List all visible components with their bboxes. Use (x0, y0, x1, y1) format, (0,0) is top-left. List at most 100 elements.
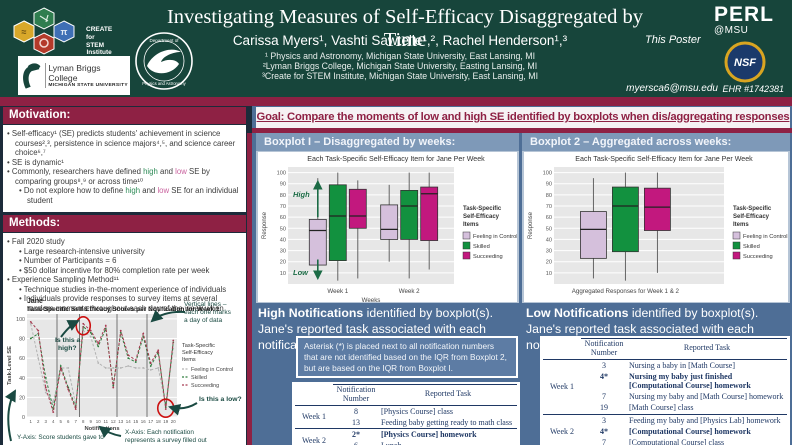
svg-text:Is this a low?: Is this a low? (199, 396, 242, 403)
svg-text:50: 50 (280, 226, 286, 232)
svg-text:Aggregated Responses for Week: Aggregated Responses for Week 1 & 2 (572, 288, 680, 295)
svg-text:19: 19 (163, 419, 168, 424)
svg-text:Feeling in Control: Feeling in Control (191, 367, 233, 373)
svg-text:Task-Specific: Task-Specific (733, 206, 772, 212)
svg-text:Items: Items (733, 222, 749, 228)
svg-text:40: 40 (280, 237, 286, 243)
table-row: 4* [Computational Course] homework (600, 426, 751, 436)
bullet-item: $50 dollar incentive for 80% completion … (19, 266, 243, 276)
svg-text:14: 14 (126, 419, 131, 424)
svg-text:18: 18 (156, 419, 161, 424)
motivation-header: Motivation: (3, 107, 246, 124)
svg-text:40: 40 (546, 237, 552, 243)
svg-text:70: 70 (280, 204, 286, 210)
create-stem-hexagons: ≈ π (13, 7, 75, 55)
column-divider (247, 133, 253, 445)
notification-table: Notification Number Reported Task Week 1 8 [P… (295, 384, 517, 445)
svg-text:10: 10 (96, 419, 101, 424)
boxplot2-card: Each Task-Specific Self-Efficacy Item fo… (522, 151, 790, 303)
svg-text:100: 100 (277, 171, 286, 177)
grant-number: EHR #1742381 (722, 84, 784, 94)
goal-underline-strip (252, 128, 792, 133)
svg-text:100: 100 (16, 317, 25, 323)
svg-text:a day of data: a day of data (184, 317, 222, 324)
table-row: 7 [Computational Course] class (602, 437, 725, 445)
asterisk-note: Asterisk (*) is placed next to all notif… (296, 336, 518, 379)
svg-text:high?: high? (58, 345, 77, 352)
perl-msu-logo: PERL @MSU (714, 3, 775, 36)
affiliations: ¹ Physics and Astronomy, Michigan State … (180, 51, 620, 81)
svg-text:Succeeding: Succeeding (743, 254, 773, 260)
svg-text:60: 60 (546, 215, 552, 221)
boxplot1-chart: Each Task-Specific Self-Efficacy Item fo… (258, 152, 517, 302)
svg-text:17: 17 (148, 419, 153, 424)
boxplot1-card-header: Boxplot I – Disaggregated by weeks: (256, 133, 519, 151)
svg-text:60: 60 (280, 215, 286, 221)
main-area: Goal: Compare the moments of low and hig… (252, 106, 792, 445)
svg-text:Skilled: Skilled (473, 244, 490, 250)
bullet-item: SE is dynamic¹ (7, 158, 243, 168)
svg-text:Succeeding: Succeeding (191, 383, 219, 389)
bullet-item: Do not explore how to define high and lo… (19, 186, 243, 205)
svg-text:Items: Items (182, 357, 196, 363)
lyman-line1: Lyman Briggs College (48, 63, 101, 83)
svg-text:Self-Efficacy: Self-Efficacy (733, 214, 770, 220)
svg-text:Items: Items (463, 222, 479, 228)
svg-text:8: 8 (82, 419, 85, 424)
authors: Carissa Myers¹, Vashti Sawtelle¹,², Rach… (232, 33, 568, 48)
svg-text:1: 1 (30, 419, 33, 424)
svg-text:3: 3 (45, 419, 48, 424)
nsf-logo: NSF (724, 41, 766, 88)
svg-text:Response: Response (262, 211, 268, 239)
header: ≈ π CREATE for STEM Institute Lyman Brig… (0, 0, 792, 97)
svg-text:20: 20 (171, 419, 176, 424)
table-row: Week 2 2* [Physics Course] homework (295, 427, 517, 445)
bullet-item: Experience Sampling Method¹¹ (7, 275, 243, 285)
svg-text:Task-Specific: Task-Specific (463, 206, 502, 212)
bullet-item: Self-efficacy¹ (SE) predicts students' a… (7, 129, 243, 158)
svg-text:10: 10 (280, 271, 286, 277)
svg-text:20: 20 (280, 260, 286, 266)
svg-text:0: 0 (22, 415, 25, 421)
bullet-item: Technique studies in-the-moment experien… (19, 285, 243, 295)
motivation-box: Self-efficacy¹ (SE) predicts students' a… (3, 125, 246, 212)
svg-text:16: 16 (141, 419, 146, 424)
svg-text:Self-Efficacy: Self-Efficacy (182, 350, 213, 356)
bullet-item: Fall 2020 study (7, 237, 243, 247)
svg-text:π: π (61, 27, 68, 37)
svg-text:30: 30 (280, 249, 286, 255)
svg-text:12: 12 (111, 419, 116, 424)
svg-text:Vertical lines –: Vertical lines – (184, 301, 227, 308)
svg-text:Each Task-Specific Self-Effica: Each Task-Specific Self-Efficacy Item fo… (307, 155, 485, 163)
svg-text:Task-Specific Self-Efficacy Sc: Task-Specific Self-Efficacy Scores per N… (27, 306, 220, 313)
svg-text:Each Task-Specific Self-Effica: Each Task-Specific Self-Efficacy Item fo… (575, 155, 753, 163)
svg-text:40: 40 (19, 376, 25, 382)
low-notifications-table: Notification Number Reported Task Week 1 3 Nu… (540, 336, 790, 445)
table-row: 7 Nursing my baby and [Math Course] homew… (602, 392, 784, 402)
svg-text:Feeling in Control: Feeling in Control (743, 234, 788, 240)
svg-text:Skilled: Skilled (743, 244, 760, 250)
svg-text:10: 10 (546, 271, 552, 277)
table-row: 13 Feeding baby getting ready to math cla… (352, 417, 513, 427)
svg-text:≈: ≈ (22, 27, 27, 37)
svg-text:6: 6 (67, 419, 70, 424)
svg-text:represents a survey filled out: represents a survey filled out (125, 437, 207, 444)
spartan-helmet-icon (23, 62, 41, 89)
table-row: Week 1 8 [Physics Course] class (295, 404, 517, 429)
lyman-line2: MICHIGAN STATE UNIVERSITY (48, 83, 128, 88)
create-stem-label: CREATE for STEM Institute (86, 26, 113, 57)
svg-text:Succeeding: Succeeding (473, 254, 503, 260)
svg-text:7: 7 (75, 419, 78, 424)
high-notifications-table: Notification Number Reported Task Week 1 8 [P… (292, 382, 520, 445)
this-poster-label: This Poster (645, 34, 701, 46)
svg-text:20: 20 (19, 395, 25, 401)
svg-text:Y-Axis: Score students gave to: Y-Axis: Score students gave to (17, 434, 104, 441)
svg-text:Week 2: Week 2 (399, 288, 420, 295)
boxplot2-chart: Each Task-Specific Self-Efficacy Item fo… (524, 152, 788, 302)
lyman-briggs-logo: Lyman Briggs College MICHIGAN STATE UNIV… (18, 56, 130, 95)
svg-text:Department of: Department of (149, 38, 179, 43)
svg-text:Task-Level SE: Task-Level SE (7, 346, 13, 385)
affiliation-3: ³Create for STEM Institute, Michigan Sta… (261, 71, 539, 82)
svg-text:Self-Efficacy: Self-Efficacy (463, 214, 500, 220)
svg-text:90: 90 (546, 182, 552, 188)
